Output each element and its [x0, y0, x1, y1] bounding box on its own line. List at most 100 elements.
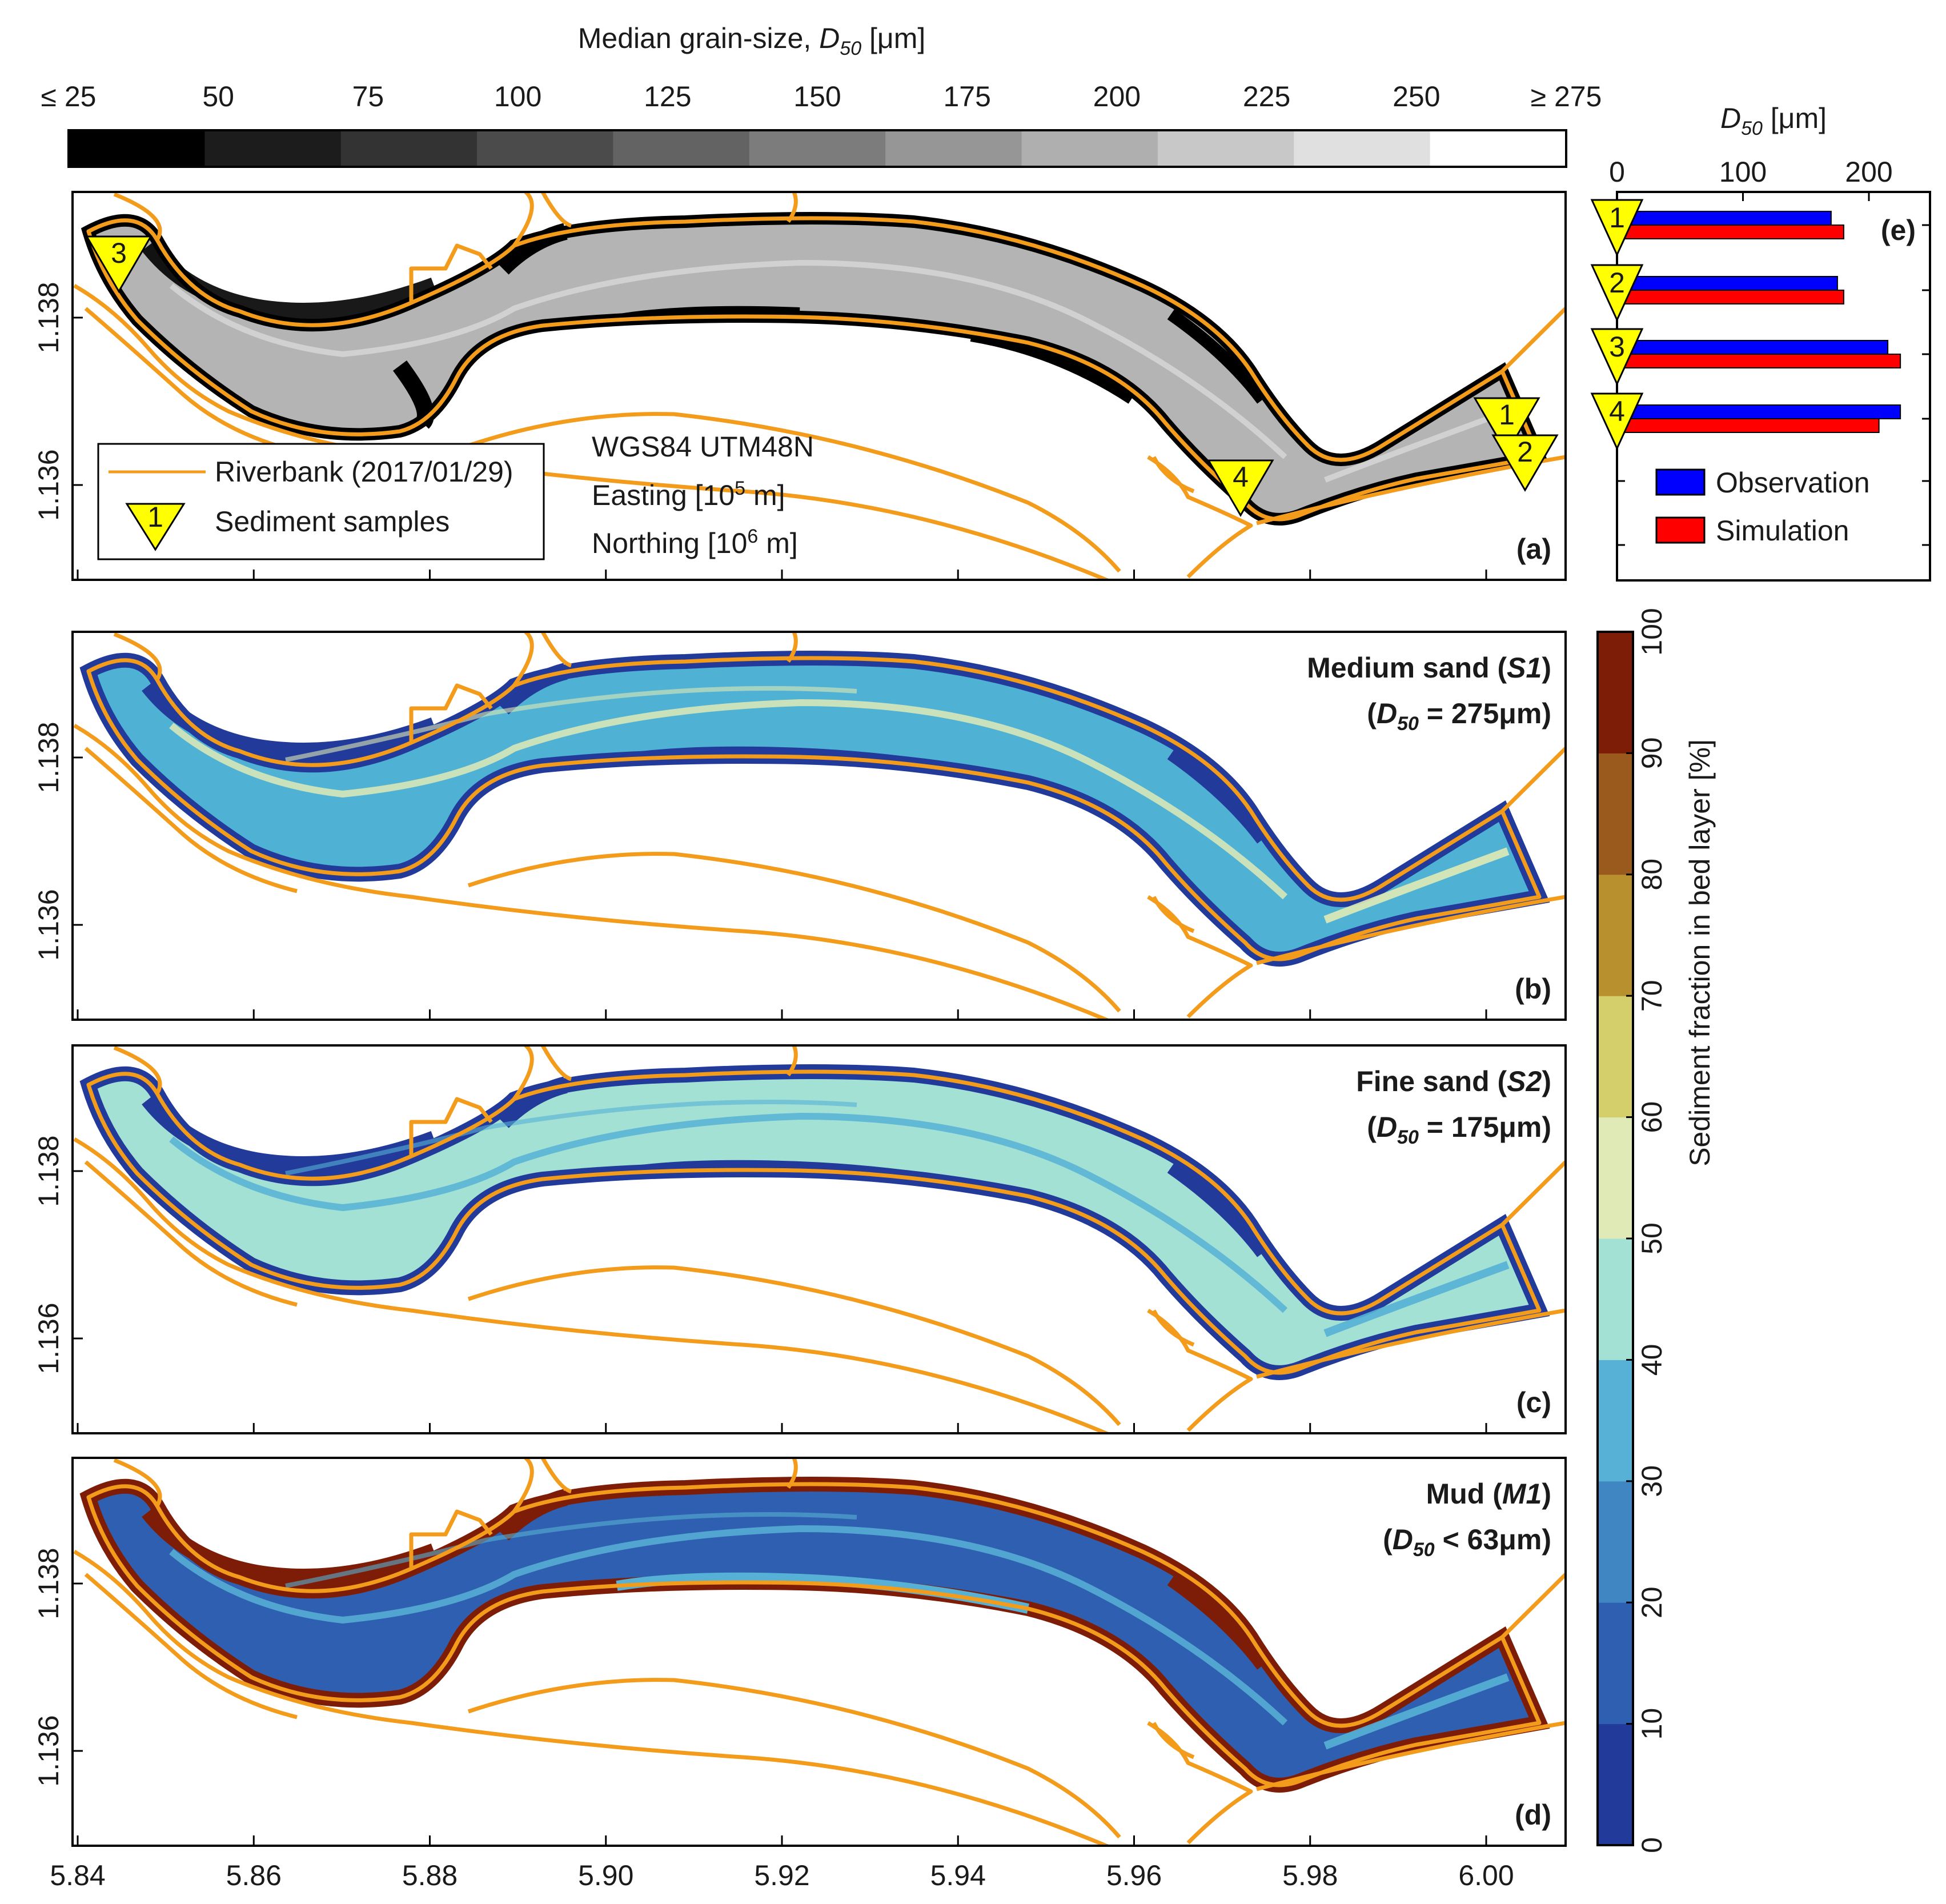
x-tick-label: 5.86 [226, 1859, 282, 1891]
svg-text:4: 4 [1609, 395, 1625, 427]
colorbar-tick-labels: ≤ 25 50 75 100 125 150 175 200 225 250 ≥ 275 [41, 81, 1602, 113]
fraction-colorbar-ticks: 0 10 20 30 40 50 60 70 80 90 100 [1626, 608, 1668, 1853]
bar-simulation-1 [1616, 225, 1844, 239]
x-tick-label: 5.98 [1282, 1859, 1338, 1891]
legend-riverbank-label: Riverbank (2017/01/29) [215, 456, 513, 488]
colorbar-tick-label: 100 [494, 81, 541, 113]
riverbank-lines [73, 1045, 1566, 1433]
panel-e-legend: Observation Simulation [1655, 467, 1870, 547]
colorbar-cell [477, 130, 613, 167]
legend-samples-label: Sediment samples [215, 506, 450, 538]
fraction-colorbar-tick-label: 80 [1636, 859, 1668, 891]
colorbar-cells [69, 130, 1567, 167]
colorbar-cell [1157, 130, 1294, 167]
panel-e-marker-3: 3 [1590, 328, 1644, 386]
riverbank-lines [73, 1458, 1566, 1846]
colorbar-tick-label: 125 [644, 81, 691, 113]
fraction-colorbar-cells [1598, 632, 1633, 1846]
fraction-colorbar-cell [1598, 1723, 1633, 1846]
panel-d-d50-note: (D50 < 63μm) [1383, 1524, 1551, 1561]
panel-b-tag: (b) [1515, 973, 1551, 1005]
panel-e-marker-1: 1 [1590, 199, 1644, 257]
y-tick-label: 1.136 [33, 1715, 65, 1786]
svg-text:1: 1 [1499, 399, 1515, 431]
panel-b-d50-note: (D50 = 275μm) [1367, 698, 1551, 735]
panel-e-tag: (e) [1881, 214, 1916, 246]
panel-e-x-tick-label: 0 [1609, 156, 1625, 188]
colorbar-tick-label: ≥ 275 [1531, 81, 1602, 113]
panel-d-title: Mud (M1) [1426, 1478, 1551, 1510]
colorbar-tick-label: 200 [1093, 81, 1141, 113]
colorbar-cell [204, 130, 342, 167]
bar-observation-2 [1616, 276, 1838, 291]
panel-e-marker-4: 4 [1590, 392, 1644, 451]
panel-e-bars [1616, 211, 1930, 546]
svg-text:3: 3 [111, 237, 127, 269]
map-legend: Riverbank (2017/01/29) 1 Sediment sample… [97, 443, 545, 560]
panel-a-tag: (a) [1516, 533, 1551, 565]
colorbar-cell [340, 130, 478, 167]
sample-marker-4: 4 [1207, 459, 1274, 517]
colorbar-tick-label: 250 [1393, 81, 1440, 113]
panel-e-xlabel: D50 [μm] [1720, 102, 1827, 139]
svg-text:2: 2 [1517, 436, 1533, 468]
colorbar-title: Median grain-size, D50 [μm] [578, 22, 926, 59]
fraction-colorbar-tick-label: 30 [1636, 1465, 1668, 1497]
crs-easting: Easting [105 m] [592, 478, 785, 511]
legend-marker-number: 1 [147, 501, 163, 533]
x-tick-label: 5.88 [402, 1859, 458, 1891]
svg-text:1: 1 [1609, 202, 1625, 234]
x-tick-label: 5.96 [1106, 1859, 1162, 1891]
y-tick-label: 1.138 [33, 282, 65, 353]
panel-c-map: Fine sand (S2) (D50 = 175μm) (c) [71, 1044, 1567, 1434]
colorbar-cell [749, 130, 886, 167]
colorbar-tick-label: 75 [352, 81, 384, 113]
fraction-colorbar-tick-label: 60 [1636, 1101, 1668, 1133]
x-tick-label: 5.84 [50, 1859, 105, 1891]
colorbar-cell [1021, 130, 1158, 167]
panel-a-d50-map: Riverbank (2017/01/29) 1 Sediment sample… [71, 191, 1567, 581]
panel-a-frame [71, 191, 1567, 581]
svg-text:4: 4 [1233, 461, 1249, 493]
colorbar-tick-label: 225 [1243, 81, 1290, 113]
bar-observation-3 [1616, 340, 1889, 355]
colorbar-cell [885, 130, 1022, 167]
svg-text:3: 3 [1609, 331, 1625, 363]
sample-marker-1: 1 [1473, 397, 1540, 455]
fraction-colorbar-cell [1598, 874, 1633, 996]
x-axis-tick-labels: 5.84 5.86 5.88 5.90 5.92 5.94 5.96 5.98 6.00 [50, 1859, 1514, 1891]
legend-observation-swatch [1655, 468, 1706, 496]
fraction-colorbar-tick-label: 10 [1636, 1708, 1668, 1740]
panel-e-x-ticks: 0 100 200 [1609, 156, 1893, 201]
panel-b-title: Medium sand (S1) [1307, 652, 1551, 684]
y-tick-label: 1.138 [33, 721, 65, 793]
panel-b-frame [71, 631, 1567, 1021]
bar-observation-1 [1616, 211, 1832, 226]
panel-c-tag: (c) [1516, 1386, 1551, 1418]
colorbar-tick-label: 50 [202, 81, 234, 113]
y-tick-label: 1.136 [33, 449, 65, 520]
panel-b-map: Medium sand (S1) (D50 = 275μm) (b) [71, 631, 1567, 1021]
fraction-colorbar-tick-label: 70 [1636, 980, 1668, 1012]
crs-northing: Northing [106 m] [592, 526, 798, 559]
panel-e-frame [1616, 191, 1931, 582]
fraction-map-panels: Medium sand (S1) (D50 = 275μm) (b) Fine san… [33, 282, 1567, 1847]
sample-marker-3: 3 [85, 235, 153, 293]
svg-text:2: 2 [1609, 267, 1625, 299]
fraction-colorbar-cell [1598, 753, 1633, 875]
fraction-colorbar-tick-label: 100 [1636, 608, 1668, 655]
legend-simulation-label: Simulation [1716, 515, 1849, 547]
fraction-colorbar-tick-label: 20 [1636, 1586, 1668, 1618]
panel-c-frame [71, 1044, 1567, 1434]
colorbar-cell [1430, 130, 1567, 167]
panel-c-title: Fine sand (S2) [1356, 1065, 1551, 1097]
riverbank-lines [73, 632, 1566, 1020]
bar-simulation-4 [1616, 418, 1880, 433]
river-fraction-field [89, 658, 1539, 959]
colorbar-cell [613, 130, 750, 167]
grain-size-colorbar: Median grain-size, D50 [μm] ≤ 25 50 75 100 1… [41, 22, 1602, 168]
panel-c-d50-note: (D50 = 175μm) [1367, 1111, 1551, 1148]
fraction-colorbar-cell [1598, 1481, 1633, 1603]
fraction-colorbar-tick-label: 50 [1636, 1222, 1668, 1254]
